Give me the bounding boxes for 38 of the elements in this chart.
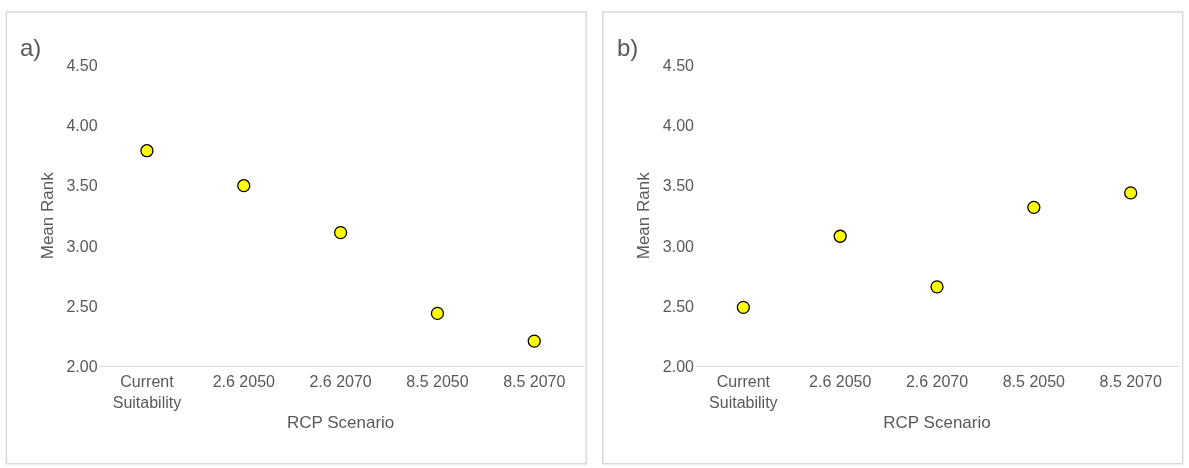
point [736, 300, 751, 314]
y-tick-label: 3.00 [662, 237, 695, 255]
x-tick-label: Current Suitability [112, 372, 182, 411]
x-tick-label: 8.5 2070 [503, 372, 566, 390]
point [140, 144, 154, 158]
x-tick-label: 2.6 2050 [212, 372, 276, 390]
y-axis-title: Mean Rank [634, 171, 654, 260]
x-axis-title: RCP Scenario [286, 412, 395, 432]
point [930, 280, 944, 294]
y-tick-label: 2.00 [66, 358, 98, 375]
y-tick-label: 4.00 [662, 117, 695, 135]
x-tick-label: 2.6 2070 [309, 372, 372, 390]
y-axis-title: Mean Rank [37, 171, 57, 260]
text: a) [20, 34, 42, 61]
x-tick-label: 8.5 2070 [1099, 372, 1162, 390]
text: b) [617, 34, 639, 61]
point [430, 306, 445, 321]
y-tick-label: 2.50 [66, 297, 98, 315]
y-tick-label: 4.50 [662, 56, 695, 74]
y-tick-label: 3.00 [66, 237, 98, 255]
point [1124, 186, 1138, 200]
x-tick-label: 2.6 2050 [809, 372, 872, 390]
point [333, 226, 348, 240]
point [527, 334, 541, 348]
point [237, 179, 251, 193]
x-tick-label: 2.6 2070 [905, 372, 969, 390]
y-tick-label: 4.50 [66, 56, 98, 74]
x-tick-label: 8.5 2050 [1002, 372, 1066, 390]
y-tick-label: 3.50 [66, 177, 98, 195]
x-tick-label: 8.5 2050 [406, 372, 469, 390]
x-axis-title: RCP Scenario [883, 412, 991, 432]
y-tick-label: 4.00 [66, 117, 98, 135]
y-tick-label: 2.00 [662, 358, 695, 375]
x-tick-label: Current Suitability [709, 372, 778, 411]
y-tick-label: 3.50 [662, 177, 695, 195]
point [833, 229, 847, 243]
y-tick-label: 2.50 [662, 297, 695, 315]
point [1027, 200, 1041, 214]
